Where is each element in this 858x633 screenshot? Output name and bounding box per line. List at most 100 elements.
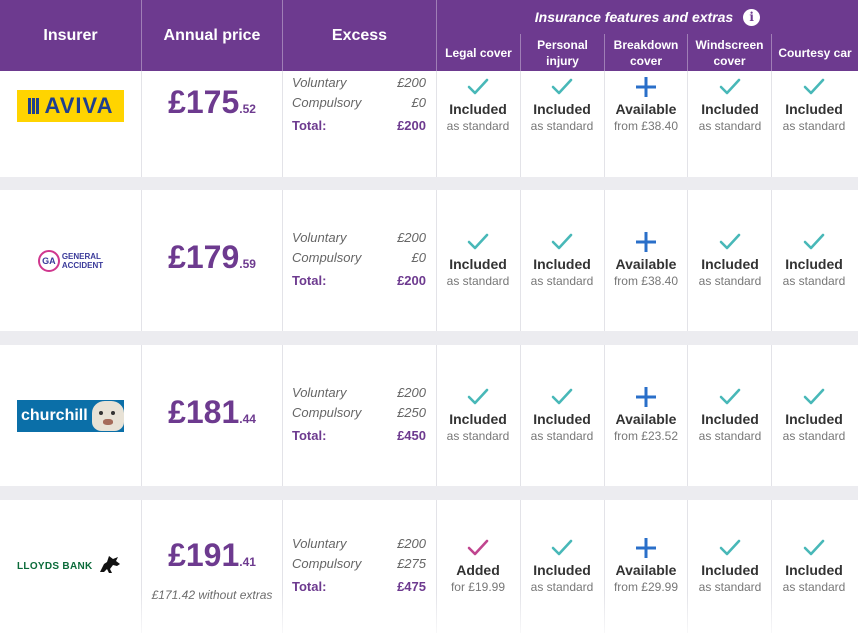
- check-icon: [688, 534, 772, 562]
- check-icon: [772, 383, 856, 411]
- excess-breakdown: Voluntary £200 Compulsory £0 Total: £200: [292, 73, 426, 138]
- lloyds-bank-logo: LLOYDS BANK: [17, 555, 124, 579]
- breakdown-cover-cell[interactable]: Available from £23.52: [604, 383, 688, 444]
- feature-status: Included: [701, 255, 759, 272]
- features-title: Insurance features and extras: [534, 9, 734, 25]
- price-pence: .59: [239, 256, 256, 271]
- courtesy-car-cell: Included as standard: [772, 383, 856, 444]
- aviva-wordmark: AVIVA: [44, 93, 114, 118]
- black-horse-icon: [97, 553, 123, 580]
- voluntary-excess: £200: [397, 75, 426, 90]
- compulsory-label: Compulsory: [292, 249, 362, 265]
- insurer-row[interactable]: GA GENERAL ACCIDENT £179.59 Voluntary £200 Com…: [0, 190, 858, 331]
- insurer-row[interactable]: churchill £181.44 Voluntary £200 Compulsory £…: [0, 345, 858, 486]
- churchill-logo: churchill: [17, 399, 124, 432]
- check-icon: [520, 228, 604, 256]
- check-icon: [436, 534, 520, 562]
- voluntary-excess: £200: [397, 229, 426, 245]
- windscreen-cover-cell: Included as standard: [688, 228, 772, 289]
- total-label: Total:: [292, 578, 327, 594]
- feature-detail: as standard: [530, 273, 594, 288]
- feature-detail: as standard: [782, 579, 846, 594]
- compulsory-excess: £0: [411, 249, 426, 265]
- plus-icon[interactable]: [604, 534, 688, 562]
- feature-status: Available: [615, 255, 677, 272]
- annual-price: £191.41: [142, 537, 282, 574]
- personal-injury-cell: Included as standard: [520, 73, 604, 134]
- plus-icon[interactable]: [604, 73, 688, 101]
- check-icon: [436, 228, 520, 256]
- total-label: Total:: [292, 272, 327, 288]
- aviva-mark-icon: [27, 98, 39, 114]
- feature-detail: from £38.40: [613, 119, 679, 133]
- churchill-wordmark: churchill: [21, 406, 88, 424]
- personal-injury-cell: Included as standard: [520, 228, 604, 289]
- compulsory-label: Compulsory: [292, 404, 362, 420]
- insurer-row[interactable]: AVIVA £175.52 Voluntary £200 Compulsory £0 Tot…: [0, 71, 858, 177]
- plus-icon[interactable]: [604, 383, 688, 411]
- voluntary-excess: £200: [397, 384, 426, 400]
- features-group-header: Insurance features and extras i: [437, 4, 858, 30]
- windscreen-cover-cell: Included as standard: [688, 534, 772, 595]
- price-pounds: £191: [168, 536, 240, 573]
- annual-price: £175.52: [142, 84, 282, 121]
- feature-status: Included: [533, 561, 591, 578]
- total-excess: £450: [397, 427, 426, 443]
- excess-breakdown: Voluntary £200 Compulsory £275 Total: £475: [292, 534, 426, 599]
- info-icon[interactable]: i: [743, 8, 761, 26]
- feature-detail: as standard: [698, 119, 762, 133]
- feature-status: Included: [785, 255, 843, 272]
- breakdown-cover-header: Breakdown cover: [613, 37, 679, 68]
- feature-status: Included: [533, 255, 591, 272]
- check-icon: [772, 228, 856, 256]
- price-pounds: £179: [168, 238, 240, 275]
- feature-detail: as standard: [446, 428, 510, 443]
- courtesy-car-header: Courtesy car: [778, 45, 852, 60]
- annual-price: £181.44: [142, 394, 282, 431]
- lloyds-wordmark: LLOYDS BANK: [17, 561, 93, 572]
- aviva-logo: AVIVA: [17, 90, 124, 122]
- insurer-column-header: Insurer: [43, 26, 98, 44]
- breakdown-cover-cell[interactable]: Available from £29.99: [604, 534, 688, 595]
- legal-cover-cell: Added for £19.99: [436, 534, 520, 595]
- plus-icon[interactable]: [604, 228, 688, 256]
- check-icon: [436, 383, 520, 411]
- excess-column-header: Excess: [331, 26, 388, 44]
- windscreen-cover-cell: Included as standard: [688, 383, 772, 444]
- feature-detail: as standard: [446, 119, 510, 133]
- feature-detail: as standard: [530, 428, 594, 443]
- check-icon: [772, 73, 856, 101]
- personal-injury-cell: Included as standard: [520, 534, 604, 595]
- feature-detail: as standard: [782, 273, 846, 288]
- excess-breakdown: Voluntary £200 Compulsory £0 Total: £200: [292, 228, 426, 293]
- feature-detail: as standard: [446, 273, 510, 288]
- total-excess: £475: [397, 578, 426, 594]
- check-icon: [688, 73, 772, 101]
- annual-price: £179.59: [142, 239, 282, 276]
- legal-cover-cell: Included as standard: [436, 228, 520, 289]
- ga-mark-icon: GA: [37, 249, 60, 272]
- total-excess: £200: [397, 272, 426, 288]
- annual-price-column-header: Annual price: [163, 26, 261, 44]
- voluntary-excess: £200: [397, 535, 426, 551]
- feature-detail: from £38.40: [613, 273, 679, 288]
- price-without-extras: £171.42 without extras: [151, 587, 273, 602]
- total-label: Total:: [292, 118, 327, 133]
- voluntary-label: Voluntary: [292, 229, 347, 245]
- feature-status: Included: [701, 410, 759, 427]
- compulsory-excess: £0: [411, 95, 426, 110]
- excess-breakdown: Voluntary £200 Compulsory £250 Total: £450: [292, 383, 426, 448]
- price-pence: .44: [239, 411, 256, 426]
- feature-detail: from £23.52: [613, 428, 679, 443]
- feature-detail: as standard: [698, 273, 762, 288]
- feature-status: Included: [701, 561, 759, 578]
- breakdown-cover-cell[interactable]: Available from £38.40: [604, 228, 688, 289]
- feature-detail: from £29.99: [613, 579, 679, 594]
- feature-detail: as standard: [530, 119, 594, 133]
- total-excess: £200: [397, 118, 426, 133]
- insurer-row[interactable]: LLOYDS BANK £191.41 £171.42 without extras…: [0, 500, 858, 633]
- breakdown-cover-cell[interactable]: Available from £38.40: [604, 73, 688, 134]
- check-icon: [520, 383, 604, 411]
- feature-status: Included: [533, 410, 591, 427]
- price-pounds: £175: [168, 84, 240, 120]
